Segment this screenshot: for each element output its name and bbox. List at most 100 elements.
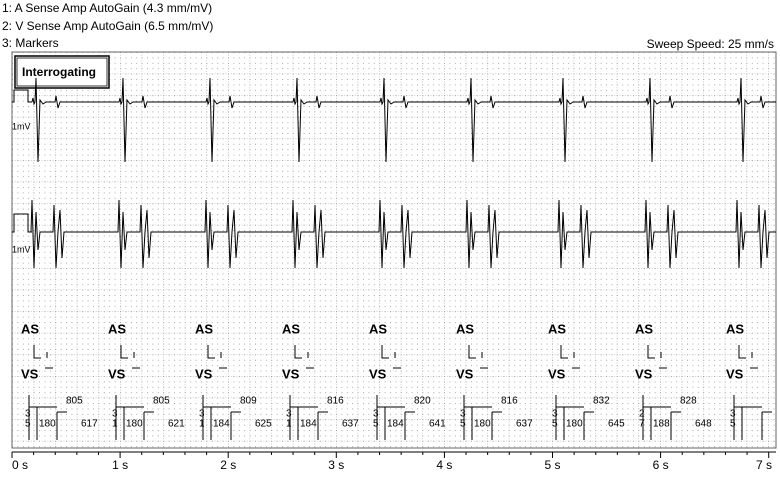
marker-digit: 3 [199, 409, 205, 420]
va-interval: 637 [516, 419, 533, 430]
marker-digit: 3 [373, 409, 379, 420]
atrial-marker-line [738, 345, 753, 359]
ventricular-marker: VS [635, 366, 653, 381]
sweep-speed: Sweep Speed: 25 mm/s [647, 37, 774, 51]
ventricular-marker: VS [548, 366, 566, 381]
marker-digit: 1 [199, 419, 205, 430]
aa-interval: 816 [501, 396, 518, 407]
channel-label: 1mV [12, 244, 31, 254]
marker-digit: 5 [25, 419, 31, 430]
ventricular-marker: VS [369, 366, 387, 381]
time-label: 2 s [220, 458, 236, 472]
interval-bracket [28, 395, 67, 440]
marker-digit: 7 [639, 419, 645, 430]
ventricular-marker: VS [21, 366, 39, 381]
ventricular-marker: VS [726, 366, 744, 381]
calibration-pulse [12, 213, 32, 233]
atrial-egm [31, 77, 776, 163]
av-interval: 184 [387, 419, 404, 430]
aa-interval: 816 [327, 396, 344, 407]
av-interval: 180 [474, 419, 491, 430]
marker-digit: 3 [552, 409, 558, 420]
va-interval: 637 [342, 419, 359, 430]
ventricular-marker: VS [456, 366, 474, 381]
atrial-marker: AS [195, 321, 213, 336]
marker-digit: 1 [112, 419, 118, 430]
marker-digit: 3 [25, 409, 31, 420]
marker-digit: 5 [373, 419, 379, 430]
interval-bracket [463, 395, 502, 440]
interval-bracket [733, 395, 772, 440]
status-box [14, 55, 110, 89]
atrial-marker-line [381, 345, 396, 359]
marker-digit: 3 [286, 409, 292, 420]
aa-interval: 820 [414, 396, 431, 407]
interval-bracket [289, 395, 328, 440]
header-line: 3: Markers [2, 36, 59, 50]
marker-digit: 5 [460, 419, 466, 430]
aa-interval: 832 [593, 396, 610, 407]
time-label: 6 s [653, 458, 669, 472]
time-label: 3 s [328, 458, 344, 472]
av-interval: 184 [300, 419, 317, 430]
interval-bracket [555, 395, 594, 440]
va-interval: 641 [429, 419, 446, 430]
av-interval: 180 [39, 419, 56, 430]
atrial-marker: AS [548, 321, 566, 336]
aa-interval: 809 [240, 396, 257, 407]
atrial-marker: AS [635, 321, 653, 336]
atrial-marker: AS [456, 321, 474, 336]
atrial-marker-line [207, 345, 222, 359]
interval-bracket [115, 395, 154, 440]
aa-interval: 828 [680, 396, 697, 407]
marker-digit: 5 [552, 419, 558, 430]
va-interval: 621 [168, 419, 185, 430]
ventricular-marker: VS [108, 366, 126, 381]
va-interval: 617 [81, 419, 98, 430]
calibration-pulse [12, 89, 32, 103]
time-label: 4 s [436, 458, 452, 472]
ventricular-marker: VS [195, 366, 213, 381]
marker-digit: 3 [112, 409, 118, 420]
atrial-marker-line [647, 345, 662, 359]
av-interval: 180 [126, 419, 143, 430]
atrial-marker: AS [726, 321, 744, 336]
atrial-marker-line [560, 345, 575, 359]
interval-bracket [376, 395, 415, 440]
time-label: 0 s [12, 458, 28, 472]
atrial-marker-line [294, 345, 309, 359]
va-interval: 645 [608, 419, 625, 430]
av-interval: 180 [566, 419, 583, 430]
atrial-marker-line [33, 345, 48, 359]
aa-interval: 805 [153, 396, 170, 407]
atrial-marker-line [468, 345, 483, 359]
grid-border [11, 51, 777, 449]
va-interval: 625 [255, 419, 272, 430]
header-line: 2: V Sense Amp AutoGain (6.5 mm/mV) [2, 19, 213, 33]
atrial-marker: AS [282, 321, 300, 336]
marker-digit: 1 [286, 419, 292, 430]
atrial-marker: AS [21, 321, 39, 336]
time-label: 5 s [544, 458, 560, 472]
time-label: 7 s [756, 458, 772, 472]
marker-digit: 3 [460, 409, 466, 420]
av-interval: 184 [213, 419, 230, 430]
va-interval: 648 [695, 419, 712, 430]
interval-bracket [202, 395, 241, 440]
channel-label: 1mV [12, 121, 31, 131]
time-label: 1 s [112, 458, 128, 472]
status-box-inner [16, 57, 108, 87]
atrial-marker: AS [369, 321, 387, 336]
ventricular-egm [30, 199, 776, 269]
marker-digit: 2 [639, 409, 645, 420]
interval-bracket [642, 395, 681, 440]
status-text: Interrogating [22, 65, 96, 79]
ventricular-marker: VS [282, 366, 300, 381]
header-line: 1: A Sense Amp AutoGain (4.3 mm/mV) [2, 1, 212, 15]
marker-digit: 5 [730, 419, 736, 430]
aa-interval: 805 [66, 396, 83, 407]
atrial-marker-line [120, 345, 135, 359]
marker-digit: 3 [730, 409, 736, 420]
